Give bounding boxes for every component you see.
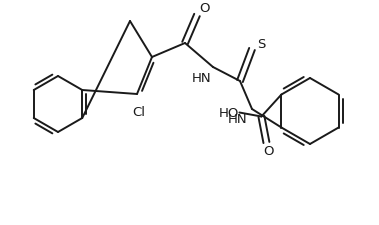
Text: Cl: Cl <box>133 106 146 119</box>
Text: O: O <box>199 2 210 16</box>
Text: HO: HO <box>219 106 240 119</box>
Text: S: S <box>257 38 265 51</box>
Text: HN: HN <box>228 113 248 126</box>
Text: HN: HN <box>192 71 212 84</box>
Text: O: O <box>263 144 274 157</box>
